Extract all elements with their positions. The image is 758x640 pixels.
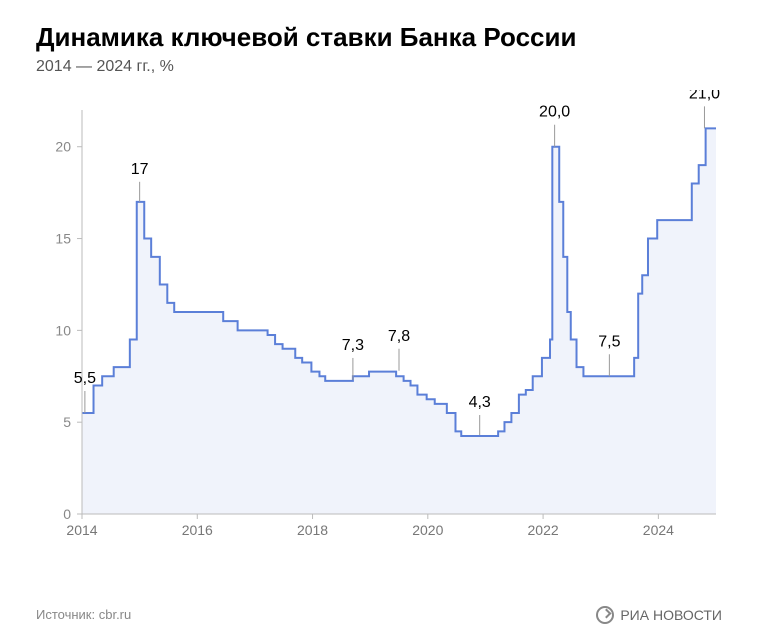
chart-plot: 0 5 10 15 20 2014 2016 2018 2020 2022 2024 5,5 17 7,3…	[36, 90, 726, 550]
svg-text:2014: 2014	[66, 522, 97, 538]
svg-text:2016: 2016	[182, 522, 213, 538]
svg-text:2022: 2022	[528, 522, 559, 538]
svg-text:10: 10	[55, 322, 71, 338]
svg-text:2020: 2020	[412, 522, 443, 538]
svg-text:20: 20	[55, 139, 71, 155]
svg-text:2024: 2024	[643, 522, 674, 538]
svg-text:4,3: 4,3	[469, 394, 491, 411]
source-label: Источник: cbr.ru	[36, 607, 131, 622]
svg-text:15: 15	[55, 231, 71, 247]
chart-title: Динамика ключевой ставки Банка России	[36, 22, 576, 53]
svg-text:5,5: 5,5	[74, 370, 96, 387]
svg-text:21,0: 21,0	[689, 90, 720, 102]
brand-icon	[596, 606, 614, 624]
svg-text:17: 17	[131, 161, 149, 178]
brand-label: РИА НОВОСТИ	[596, 606, 722, 624]
chart-subtitle: 2014 — 2024 гг., %	[36, 58, 174, 76]
svg-text:7,5: 7,5	[598, 333, 620, 350]
svg-text:7,8: 7,8	[388, 328, 410, 345]
chart-container: Динамика ключевой ставки Банка России 20…	[0, 0, 758, 640]
svg-text:7,3: 7,3	[342, 337, 364, 354]
svg-text:20,0: 20,0	[539, 104, 570, 121]
svg-text:0: 0	[63, 506, 71, 522]
chart-svg: 0 5 10 15 20 2014 2016 2018 2020 2022 2024 5,5 17 7,3…	[36, 90, 726, 550]
brand-text: РИА НОВОСТИ	[620, 607, 722, 623]
svg-text:2018: 2018	[297, 522, 328, 538]
svg-text:5: 5	[63, 414, 71, 430]
